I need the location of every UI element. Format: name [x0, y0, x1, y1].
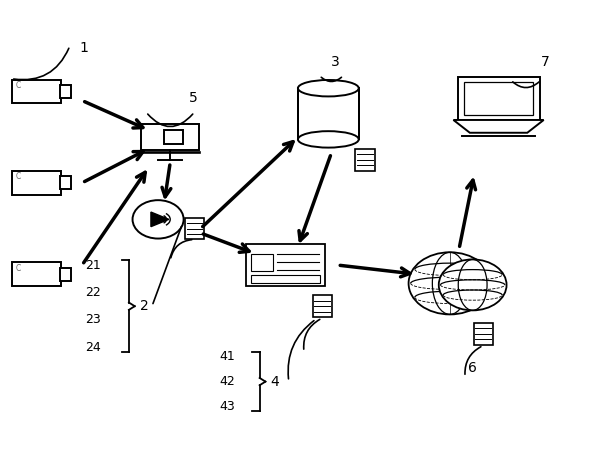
Text: 21: 21 [85, 259, 101, 271]
Text: 3: 3 [331, 55, 340, 69]
Polygon shape [151, 212, 169, 227]
Text: 22: 22 [85, 286, 101, 299]
Text: 24: 24 [85, 341, 101, 354]
Polygon shape [454, 120, 544, 133]
Bar [355, 149, 375, 171]
Bar [60, 176, 71, 189]
Bar [457, 77, 540, 120]
Text: 7: 7 [541, 55, 550, 69]
Ellipse shape [298, 80, 359, 96]
Bar [474, 323, 493, 345]
Text: 42: 42 [219, 375, 235, 388]
Text: 2: 2 [140, 299, 148, 313]
Bar [141, 124, 199, 150]
Bar [246, 244, 325, 286]
Bar [60, 85, 71, 98]
Text: 5: 5 [188, 91, 197, 106]
Text: C: C [15, 264, 21, 273]
Bar [251, 276, 320, 283]
Text: C: C [15, 81, 21, 90]
Bar [164, 130, 183, 144]
Bar [12, 171, 61, 195]
Text: 4: 4 [271, 375, 279, 388]
Circle shape [409, 252, 491, 314]
Bar [12, 80, 61, 103]
Text: 43: 43 [219, 400, 235, 413]
Bar [60, 268, 71, 281]
Bar [313, 295, 332, 317]
Bar [251, 254, 273, 271]
Bar [464, 82, 533, 115]
Circle shape [133, 200, 184, 239]
Bar [298, 88, 359, 139]
Text: 6: 6 [468, 361, 477, 375]
Bar [185, 218, 204, 239]
Text: C: C [15, 172, 21, 181]
Text: 41: 41 [219, 350, 235, 363]
Circle shape [439, 260, 506, 310]
Text: 23: 23 [85, 314, 101, 326]
Bar [12, 262, 61, 286]
Text: 1: 1 [79, 41, 88, 55]
Ellipse shape [298, 131, 359, 148]
